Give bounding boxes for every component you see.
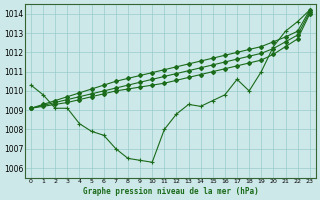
X-axis label: Graphe pression niveau de la mer (hPa): Graphe pression niveau de la mer (hPa) bbox=[83, 187, 258, 196]
